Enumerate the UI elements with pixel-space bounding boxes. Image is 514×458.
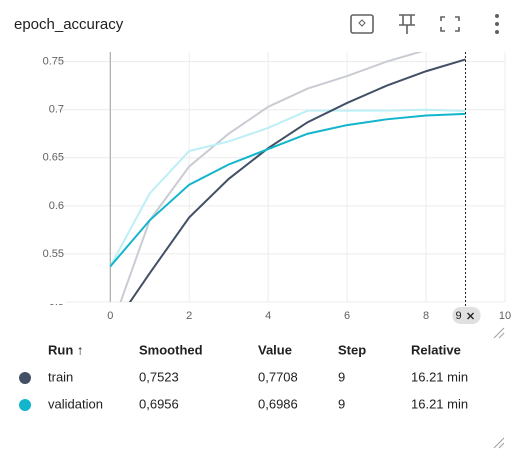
- table-header: Value: [258, 342, 292, 357]
- table-cell: 9: [338, 396, 345, 411]
- y-tick-label: 0.75: [43, 56, 64, 68]
- x-tick-label: 0: [107, 310, 113, 322]
- raw-line: [109, 108, 466, 267]
- y-tick-label: 0.55: [43, 248, 64, 260]
- y-tick-label: 0.6: [49, 200, 64, 212]
- run-name: train: [48, 369, 73, 384]
- run-color-dot: [19, 399, 31, 411]
- x-tick-label: 4: [265, 310, 271, 322]
- run-color-dot: [19, 372, 31, 384]
- table-cell: 0,7708: [258, 369, 298, 384]
- table-header: Smoothed: [139, 342, 203, 357]
- fit-domain-button[interactable]: [350, 14, 374, 34]
- table-cell: 0,6986: [258, 396, 298, 411]
- x-tick-label: 10: [499, 310, 511, 322]
- hover-step-label: 9: [455, 310, 461, 322]
- x-tick-label: 8: [423, 310, 429, 322]
- pin-button[interactable]: [399, 14, 415, 34]
- fullscreen-button[interactable]: [440, 16, 460, 32]
- run-name: validation: [48, 396, 103, 411]
- plot-lines: [109, 52, 466, 302]
- x-tick-label: 6: [344, 310, 350, 322]
- y-tick-label: 0.65: [43, 152, 64, 164]
- table-cell: 16.21 min: [411, 369, 468, 384]
- table-header: Relative: [411, 342, 461, 357]
- smoothed-line: [109, 112, 466, 268]
- raw-line: [119, 52, 424, 302]
- table-header: Run ↑: [48, 342, 83, 357]
- fit-icon: [358, 19, 366, 27]
- table-cell: 0,6956: [139, 396, 179, 411]
- x-tick-label: 2: [186, 310, 192, 322]
- table-cell: 9: [338, 369, 345, 384]
- hover-close: [467, 312, 474, 320]
- resize-handle[interactable]: [493, 327, 505, 449]
- hover-badge[interactable]: [452, 307, 481, 324]
- table-cell: 16.21 min: [411, 396, 468, 411]
- y-tick-label: 0.7: [49, 104, 64, 116]
- menu-button[interactable]: [495, 14, 499, 34]
- card-title: epoch_accuracy: [14, 16, 124, 33]
- label-mask: [0, 296, 66, 304]
- toolbar[interactable]: [350, 14, 499, 34]
- table-header: Step: [338, 342, 366, 357]
- smoothed-line: [128, 58, 466, 302]
- table-cell: 0,7523: [139, 369, 179, 384]
